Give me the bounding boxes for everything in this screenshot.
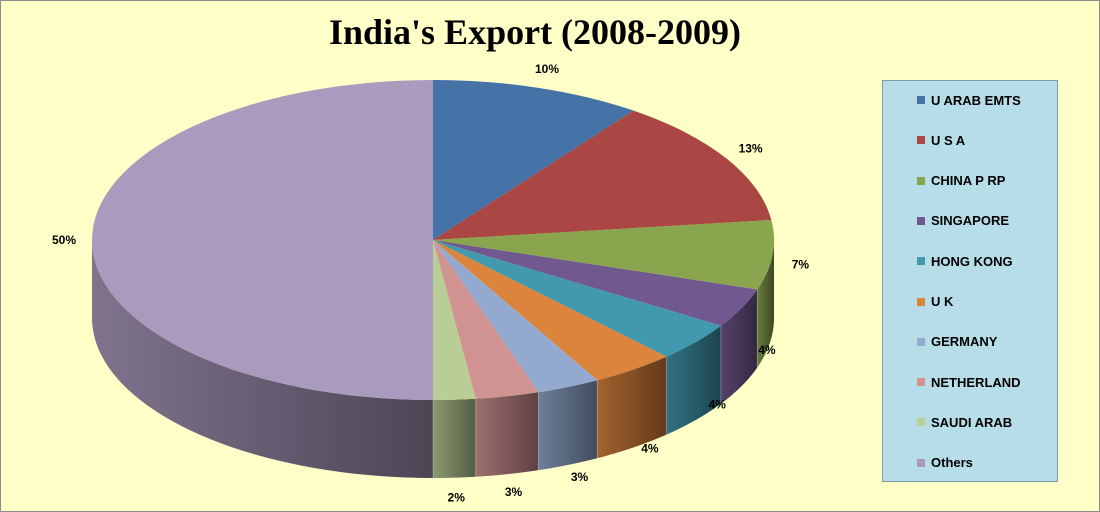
data-label-germany: 3% <box>571 470 589 484</box>
legend-item-germany: GERMANY <box>917 333 997 351</box>
legend-item-hong-kong: HONG KONG <box>917 252 1013 270</box>
pie-slice-saudi-arab <box>433 240 476 400</box>
data-label-netherland: 3% <box>505 485 523 499</box>
legend-label: SINGAPORE <box>931 213 1010 229</box>
legend-item-china-p-rp: CHINA P RP <box>917 172 1005 190</box>
pie-side-u-k <box>597 356 667 459</box>
pie-slice-china-p-rp <box>433 219 774 290</box>
data-label-u-arab-emts: 10% <box>535 62 559 76</box>
pie-slice-singapore <box>433 240 758 326</box>
pie-side-hong-kong <box>666 325 721 435</box>
pie-side-singapore <box>720 289 758 404</box>
pie-side-walls <box>92 240 774 478</box>
legend-label: HONG KONG <box>931 253 1013 269</box>
data-label-u-k: 4% <box>641 442 659 456</box>
legend-label: CHINA P RP <box>931 173 1006 189</box>
data-label-saudi-arab: 2% <box>448 491 466 505</box>
pie-side-china-p-rp <box>757 240 774 368</box>
data-label-hong-kong: 4% <box>709 398 727 412</box>
pie-slice-germany <box>433 240 598 393</box>
pie-slice-u-arab-emts <box>433 80 634 240</box>
legend-item-u-k: U K <box>917 293 953 311</box>
legend-label: GERMANY <box>931 334 998 350</box>
legend-swatch <box>917 257 925 266</box>
pie-slice-u-k <box>433 240 667 381</box>
legend-swatch <box>917 96 925 104</box>
legend-swatch <box>917 337 925 346</box>
legend-label: U K <box>931 294 954 309</box>
pie-top <box>92 80 774 400</box>
legend-item-others: Others <box>917 454 973 472</box>
legend-swatch <box>917 418 925 427</box>
legend-item-u-s-a: U S A <box>917 131 965 149</box>
legend-swatch <box>917 176 925 185</box>
legend-label: U S A <box>931 132 966 148</box>
legend-swatch <box>917 136 925 145</box>
legend-swatch <box>917 458 925 467</box>
pie-slice-others <box>92 80 433 400</box>
legend-item-singapore: SINGAPORE <box>917 212 1009 230</box>
data-label-china-p-rp: 7% <box>792 257 810 271</box>
legend-swatch <box>917 297 925 306</box>
data-label-others: 50% <box>52 233 76 247</box>
chart-legend: U ARAB EMTS U S A CHINA P RP SINGAPORE HONG … <box>882 80 1058 482</box>
pie-slice-u-s-a <box>433 110 772 240</box>
pie-side-germany <box>538 380 598 471</box>
pie-side-netherland <box>475 392 539 477</box>
legend-label: U ARAB EMTS <box>931 92 1021 108</box>
legend-swatch <box>917 378 925 387</box>
chart-title: India's Export (2008-2009) <box>328 12 742 52</box>
legend-item-u-arab-emts: U ARAB EMTS <box>917 91 1021 109</box>
pie-side-others <box>92 240 433 478</box>
data-label-singapore: 4% <box>758 343 776 357</box>
legend-label: NETHERLAND <box>931 374 1021 390</box>
pie-side-saudi-arab <box>433 398 476 478</box>
legend-label: SAUDI ARAB <box>931 414 1013 430</box>
legend-label: Others <box>931 455 973 471</box>
legend-item-saudi-arab: SAUDI ARAB <box>917 413 1012 431</box>
pie-slice-netherland <box>433 240 539 399</box>
pie-data-labels: 10% 13% 7% 4% 4% 4% 3% 3% 2% 50% <box>52 62 809 505</box>
legend-swatch <box>917 216 925 225</box>
pie-slice-hong-kong <box>433 240 721 357</box>
data-label-u-s-a: 13% <box>739 141 763 155</box>
legend-item-netherland: NETHERLAND <box>917 373 1021 391</box>
